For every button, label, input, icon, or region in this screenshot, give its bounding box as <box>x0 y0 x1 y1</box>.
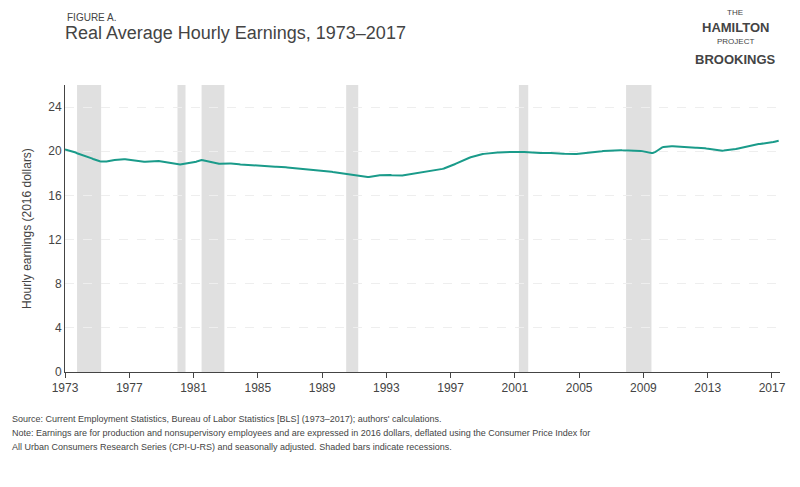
svg-text:FIGURE A.: FIGURE A. <box>67 12 116 23</box>
svg-text:1993: 1993 <box>373 381 400 395</box>
svg-text:PROJECT: PROJECT <box>717 37 754 46</box>
svg-text:Real Average Hourly Earnings,: Real Average Hourly Earnings, 1973–2017 <box>65 23 406 43</box>
svg-text:All Urban Consumers Research S: All Urban Consumers Research Series (CPI… <box>12 442 452 452</box>
svg-text:1997: 1997 <box>437 381 464 395</box>
svg-text:24: 24 <box>48 100 62 114</box>
svg-text:12: 12 <box>48 233 62 247</box>
svg-text:Source: Current Employment Sta: Source: Current Employment Statistics, B… <box>12 414 441 424</box>
svg-text:2009: 2009 <box>630 381 657 395</box>
svg-text:4: 4 <box>55 321 62 335</box>
svg-text:THE: THE <box>727 8 743 17</box>
svg-text:2017: 2017 <box>759 381 786 395</box>
svg-text:Note: Earnings are for product: Note: Earnings are for production and no… <box>12 428 590 438</box>
svg-text:1989: 1989 <box>309 381 336 395</box>
svg-text:1981: 1981 <box>180 381 207 395</box>
svg-text:1985: 1985 <box>244 381 271 395</box>
svg-text:2013: 2013 <box>694 381 721 395</box>
svg-text:0: 0 <box>55 365 62 379</box>
svg-text:Hourly earnings (2016 dollars): Hourly earnings (2016 dollars) <box>20 148 34 309</box>
svg-text:8: 8 <box>55 277 62 291</box>
svg-text:20: 20 <box>48 144 62 158</box>
svg-text:16: 16 <box>48 189 62 203</box>
svg-text:2005: 2005 <box>566 381 593 395</box>
svg-text:1977: 1977 <box>116 381 143 395</box>
svg-text:HAMILTON: HAMILTON <box>702 20 769 35</box>
svg-text:2001: 2001 <box>502 381 529 395</box>
svg-text:1973: 1973 <box>52 381 79 395</box>
svg-text:BROOKINGS: BROOKINGS <box>695 52 776 67</box>
